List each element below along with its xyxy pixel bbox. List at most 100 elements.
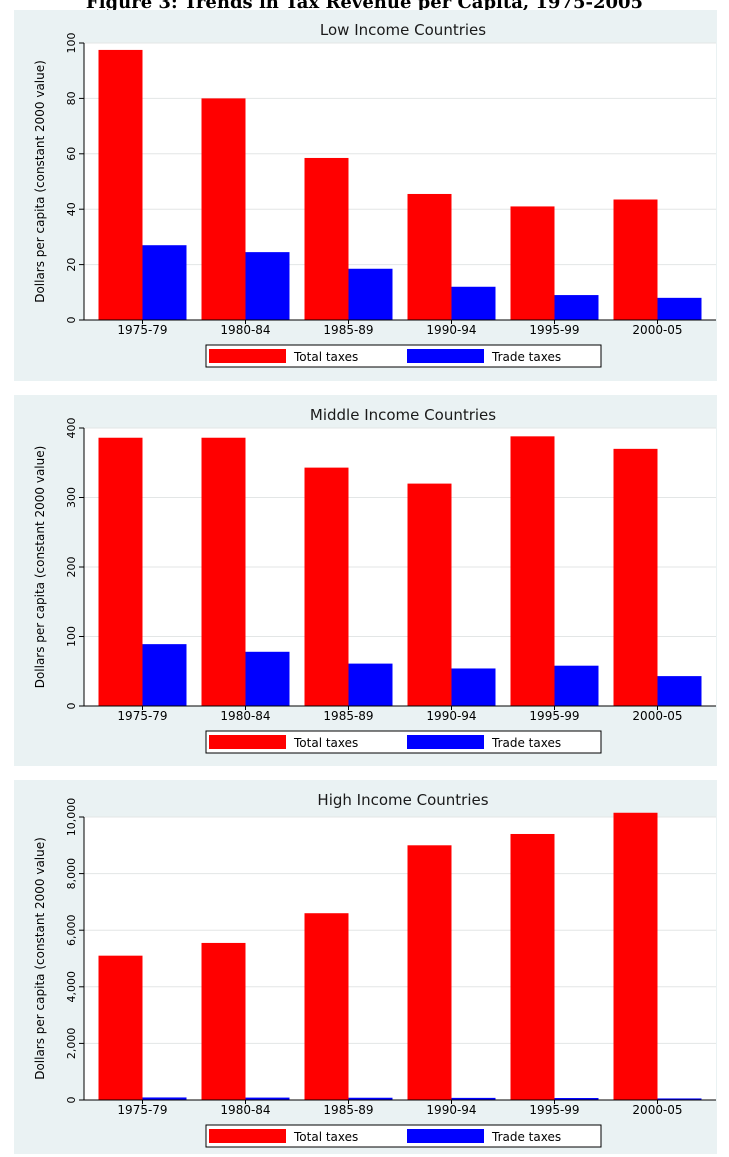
y-tick-label: 6,000 [65, 914, 78, 946]
figure-caption: Figure 3: Trends in Tax Revenue per Capi… [85, 0, 644, 13]
bar-trade-taxes-1980-84 [245, 252, 290, 320]
legend-box [205, 730, 602, 754]
bar-total-taxes-1975-79 [98, 955, 143, 1100]
bar-trade-taxes-2000-05 [657, 297, 702, 320]
x-tick-label: 2000-05 [632, 709, 682, 723]
chart-title: Low Income Countries [320, 21, 486, 39]
plot-area [84, 817, 716, 1100]
x-tick-label: 1990-94 [426, 709, 476, 723]
bar-total-taxes-1995-99 [510, 206, 555, 320]
bar-total-taxes-2000-05 [613, 448, 658, 706]
legend-swatch-total-taxes [209, 349, 286, 363]
bar-total-taxes-2000-05 [613, 812, 658, 1100]
chart-title: Middle Income Countries [310, 406, 496, 424]
x-tick-label: 1975-79 [117, 1103, 167, 1117]
x-tick-label: 1975-79 [117, 709, 167, 723]
bar-total-taxes-1990-94 [407, 483, 452, 706]
y-tick-label: 200 [65, 557, 78, 578]
x-tick-label: 2000-05 [632, 323, 682, 337]
chart-high-income: High Income Countries Dollars per capita … [33, 791, 716, 1148]
bar-trade-taxes-1995-99 [554, 665, 599, 706]
legend-label-total-taxes: Total taxes [293, 1130, 358, 1144]
legend-swatch-trade-taxes [407, 735, 484, 749]
plot-area [84, 43, 716, 320]
bar-total-taxes-1980-84 [201, 437, 246, 706]
bar-trade-taxes-1985-89 [348, 663, 393, 706]
bar-total-taxes-1975-79 [98, 437, 143, 706]
bar-total-taxes-1995-99 [510, 436, 555, 706]
bar-trade-taxes-1975-79 [142, 1097, 187, 1100]
y-tick-label: 100 [65, 626, 78, 647]
y-tick-label: 400 [65, 418, 78, 439]
bar-total-taxes-1975-79 [98, 49, 143, 321]
legend-box [205, 1124, 602, 1148]
bar-trade-taxes-1990-94 [451, 668, 496, 706]
y-tick-label: 2,000 [65, 1028, 78, 1060]
y-tick-label: 0 [65, 703, 78, 710]
chart-title: High Income Countries [317, 791, 488, 809]
bar-total-taxes-1985-89 [304, 157, 349, 320]
y-tick-label: 0 [65, 1097, 78, 1104]
x-tick-label: 1975-79 [117, 323, 167, 337]
y-tick-label: 20 [65, 258, 78, 272]
bar-trade-taxes-1985-89 [348, 1097, 393, 1100]
x-tick-label: 1995-99 [529, 323, 579, 337]
y-tick-label: 60 [65, 147, 78, 161]
chart-low-income: Low Income Countries Dollars per capita (… [33, 21, 716, 368]
y-tick-label: 40 [65, 202, 78, 216]
bar-trade-taxes-1990-94 [451, 286, 496, 320]
y-axis-label: Dollars per capita (constant 2000 value) [33, 446, 47, 689]
bar-trade-taxes-2000-05 [657, 676, 702, 706]
bar-total-taxes-1980-84 [201, 942, 246, 1100]
x-tick-label: 2000-05 [632, 1103, 682, 1117]
y-tick-label: 100 [65, 33, 78, 54]
bar-total-taxes-1990-94 [407, 845, 452, 1100]
bar-trade-taxes-1995-99 [554, 1098, 599, 1100]
x-tick-label: 1980-84 [220, 709, 270, 723]
legend-label-trade-taxes: Trade taxes [491, 350, 561, 364]
bar-total-taxes-2000-05 [613, 199, 658, 320]
legend-label-trade-taxes: Trade taxes [491, 1130, 561, 1144]
bar-total-taxes-1990-94 [407, 193, 452, 320]
y-tick-label: 8,000 [65, 858, 78, 890]
bar-trade-taxes-1990-94 [451, 1097, 496, 1100]
y-tick-label: 4,000 [65, 971, 78, 1003]
bar-trade-taxes-1980-84 [245, 1097, 290, 1100]
bar-total-taxes-1995-99 [510, 833, 555, 1100]
x-tick-label: 1990-94 [426, 323, 476, 337]
x-tick-label: 1985-89 [323, 1103, 373, 1117]
x-tick-label: 1990-94 [426, 1103, 476, 1117]
y-tick-label: 300 [65, 487, 78, 508]
x-tick-label: 1980-84 [220, 1103, 270, 1117]
bar-total-taxes-1985-89 [304, 913, 349, 1100]
bar-trade-taxes-2000-05 [657, 1098, 702, 1100]
legend-swatch-trade-taxes [407, 349, 484, 363]
chart-panel-low-income: Low Income Countries Dollars per capita (… [14, 10, 717, 381]
chart-panel-middle-income: Middle Income Countries Dollars per capit… [14, 395, 717, 766]
x-tick-label: 1995-99 [529, 709, 579, 723]
x-tick-label: 1985-89 [323, 323, 373, 337]
chart-panel-high-income: High Income Countries Dollars per capita … [14, 780, 717, 1154]
x-tick-label: 1980-84 [220, 323, 270, 337]
legend-label-total-taxes: Total taxes [293, 736, 358, 750]
y-tick-label: 10,000 [65, 798, 78, 837]
y-tick-label: 80 [65, 91, 78, 105]
y-tick-label: 0 [65, 317, 78, 324]
bar-total-taxes-1980-84 [201, 98, 246, 321]
bar-trade-taxes-1975-79 [142, 245, 187, 320]
bar-trade-taxes-1985-89 [348, 268, 393, 320]
bar-trade-taxes-1995-99 [554, 295, 599, 320]
x-tick-label: 1995-99 [529, 1103, 579, 1117]
chart-middle-income: Middle Income Countries Dollars per capit… [33, 406, 716, 754]
bar-trade-taxes-1975-79 [142, 644, 187, 706]
y-axis-label: Dollars per capita (constant 2000 value) [33, 60, 47, 303]
x-tick-label: 1985-89 [323, 709, 373, 723]
legend-label-trade-taxes: Trade taxes [491, 736, 561, 750]
bar-trade-taxes-1980-84 [245, 651, 290, 706]
legend-swatch-total-taxes [209, 735, 286, 749]
legend-box [205, 344, 602, 368]
legend-label-total-taxes: Total taxes [293, 350, 358, 364]
legend-swatch-trade-taxes [407, 1129, 484, 1143]
legend-swatch-total-taxes [209, 1129, 286, 1143]
bar-total-taxes-1985-89 [304, 467, 349, 706]
